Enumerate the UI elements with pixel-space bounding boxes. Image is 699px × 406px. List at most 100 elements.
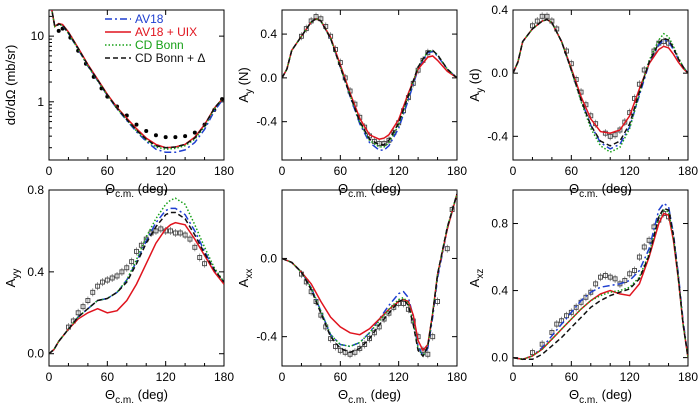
panel-4: 0 60 120 180 0.0 0.4 0.8 Ayy Θc.m. (deg)	[3, 183, 234, 406]
panel-1: 0 60 120 180 1 10 dσ/dΩ (mb/sr) Θc.m. (deg)	[3, 9, 234, 200]
data-point	[114, 273, 120, 279]
data-points	[298, 205, 455, 359]
data-point	[612, 276, 618, 282]
data-point	[381, 316, 387, 322]
x-tick-label: 60	[101, 164, 115, 178]
data-point	[168, 228, 173, 234]
series-av18	[513, 202, 688, 361]
data-point	[187, 236, 193, 242]
x-axis-label: Θc.m. (deg)	[338, 387, 401, 406]
x-tick-label: 0	[510, 164, 517, 178]
data-point	[549, 330, 555, 335]
y-tick-label: -0.4	[256, 330, 277, 344]
data-point	[134, 122, 139, 127]
x-tick-label: 60	[565, 164, 579, 178]
data-point	[56, 28, 61, 33]
plot-frame	[281, 9, 458, 161]
data-point	[109, 275, 115, 281]
data-point	[602, 273, 608, 278]
data-point	[182, 232, 188, 238]
x-axis-label: Θc.m. (deg)	[569, 181, 632, 200]
y-tick-label: 0.0	[491, 66, 508, 80]
data-point	[192, 244, 198, 250]
data-point	[583, 294, 589, 300]
data-point	[529, 350, 535, 356]
y-tick-label: 0.8	[491, 217, 508, 231]
data-point	[544, 13, 550, 19]
x-tick-label: 180	[447, 370, 467, 384]
series-av18	[282, 193, 457, 358]
data-point	[612, 132, 618, 138]
data-point	[134, 248, 139, 254]
curves	[282, 17, 457, 151]
data-point	[607, 274, 613, 280]
data-point	[303, 26, 309, 32]
data-points	[65, 224, 208, 332]
y-tick-label: 0.4	[491, 284, 508, 298]
data-point	[622, 278, 628, 283]
x-tick-label: 180	[447, 164, 467, 178]
x-tick-label: 180	[678, 164, 698, 178]
data-point	[534, 18, 540, 24]
data-point	[357, 345, 363, 351]
series-cd-bonn	[49, 197, 224, 355]
series-av18-uix	[282, 17, 457, 140]
data-point	[173, 135, 178, 140]
series-cd-bonn-	[513, 207, 688, 361]
y-axis-label: Ayy	[3, 269, 22, 288]
data-point	[381, 141, 387, 147]
series-cd-bonn-	[513, 18, 688, 147]
data-point	[632, 268, 637, 273]
data-point	[559, 318, 565, 324]
data-point	[153, 228, 159, 234]
series-cd-bonn	[282, 17, 457, 148]
data-point	[80, 304, 86, 310]
data-point	[158, 226, 164, 232]
y-tick-label: -0.4	[487, 129, 508, 143]
y-axis-label: Ay (N)	[236, 67, 255, 102]
data-point	[593, 281, 599, 287]
y-axis-label: Ay (d)	[467, 68, 486, 101]
x-tick-label: 120	[389, 164, 409, 178]
y-tick-label: 0.0	[491, 351, 508, 365]
curves	[282, 193, 457, 358]
data-point	[588, 289, 594, 295]
data-point	[104, 277, 110, 283]
curves	[49, 197, 224, 355]
data-point	[202, 261, 208, 267]
data-point	[153, 133, 158, 138]
series-cd-bonn-	[282, 17, 457, 146]
data-point	[144, 128, 149, 133]
x-tick-label: 120	[620, 164, 640, 178]
y-axis-label: dσ/dΩ (mb/sr)	[3, 45, 18, 126]
data-point	[420, 347, 426, 353]
data-point	[627, 271, 633, 277]
x-axis-label: Θc.m. (deg)	[105, 181, 168, 200]
series-av18	[282, 17, 457, 151]
data-point	[163, 135, 168, 140]
data-point	[183, 134, 188, 139]
plot-frame	[512, 9, 689, 161]
data-point	[337, 347, 343, 353]
data-point	[100, 279, 105, 285]
data-point	[129, 259, 135, 265]
data-point	[568, 309, 574, 315]
plot-frame	[512, 189, 689, 367]
data-point	[386, 310, 392, 316]
data-point	[529, 23, 535, 29]
data-points	[529, 209, 672, 357]
legend-label: AV18 + UIX	[135, 25, 197, 39]
data-point	[352, 349, 358, 355]
data-point	[124, 265, 130, 271]
legend-label: CD Bonn	[135, 38, 184, 52]
x-tick-label: 60	[334, 164, 348, 178]
data-point	[401, 300, 406, 306]
curves	[513, 18, 688, 153]
data-point	[298, 33, 304, 39]
x-tick-label: 120	[156, 164, 176, 178]
x-axis-label: Θc.m. (deg)	[569, 387, 632, 406]
x-tick-label: 0	[279, 370, 286, 384]
legend-label: CD Bonn + Δ	[135, 51, 205, 65]
